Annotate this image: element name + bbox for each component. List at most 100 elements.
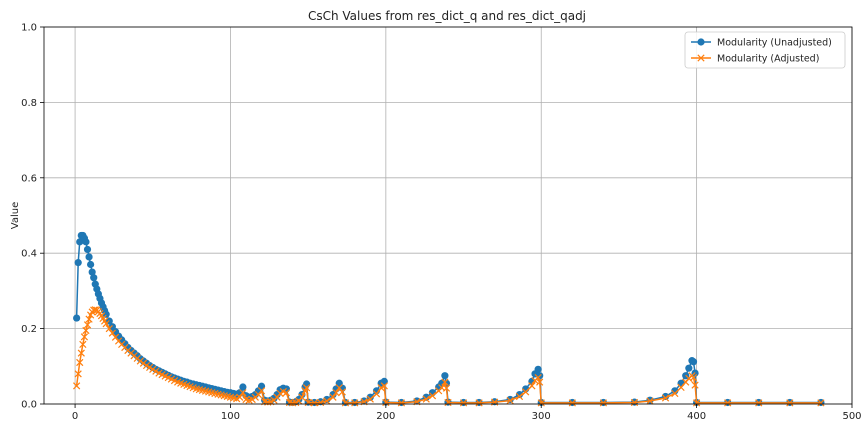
- data-point: [755, 399, 763, 407]
- data-point: [102, 320, 110, 328]
- data-point: [73, 382, 81, 390]
- data-point: [79, 340, 87, 349]
- data-point: [90, 274, 98, 282]
- x-ticks: 0 100 200 300 400 500: [72, 404, 862, 422]
- data-point: [366, 393, 374, 401]
- data-point: [459, 399, 468, 407]
- x-tick-label: 400: [687, 411, 706, 422]
- x-tick-label: 200: [376, 411, 395, 422]
- data-point: [397, 399, 406, 407]
- data-point: [428, 392, 437, 400]
- data-point: [366, 395, 374, 403]
- data-point: [341, 399, 350, 407]
- data-point: [329, 393, 337, 401]
- data-point: [599, 399, 608, 407]
- data-point: [568, 399, 576, 407]
- data-point: [442, 384, 451, 392]
- data-point: [236, 393, 244, 401]
- data-point: [685, 364, 693, 372]
- y-tick-label: 0.0: [21, 400, 37, 411]
- legend-box: [684, 31, 846, 69]
- data-point: [444, 398, 452, 407]
- data-point: [724, 399, 732, 407]
- data-point: [475, 399, 483, 407]
- data-point: [302, 384, 311, 392]
- series-layer: [73, 231, 825, 407]
- y-tick-label: 1.0: [21, 23, 37, 34]
- data-point: [534, 373, 542, 382]
- data-point: [506, 396, 514, 405]
- data-point: [239, 383, 247, 391]
- data-point: [73, 314, 81, 322]
- data-point: [85, 315, 93, 323]
- data-point: [257, 382, 266, 390]
- data-point: [257, 387, 266, 395]
- chart-title: CsCh Values from res_dict_q and res_dict…: [308, 9, 586, 23]
- data-point: [536, 378, 544, 386]
- legend-marker: [697, 54, 705, 62]
- data-point: [691, 381, 699, 389]
- y-tick-label: 0.6: [21, 173, 37, 184]
- data-point: [298, 393, 306, 401]
- data-point: [786, 399, 794, 407]
- axes-frame: [43, 26, 853, 405]
- legend-label: Modularity (Unadjusted): [717, 38, 832, 49]
- data-point: [528, 382, 536, 390]
- x-tick-label: 100: [221, 411, 240, 422]
- data-point: [85, 253, 93, 261]
- data-point: [108, 329, 116, 337]
- data-point: [689, 358, 698, 366]
- data-point: [105, 324, 113, 333]
- data-point: [537, 399, 545, 407]
- y-tick-label: 0.8: [21, 98, 37, 109]
- data-point: [338, 388, 346, 396]
- legend-label: Modularity (Adjusted): [717, 54, 819, 65]
- data-point: [522, 388, 530, 396]
- data-point: [80, 333, 89, 341]
- data-point: [83, 321, 92, 329]
- data-point: [817, 399, 825, 407]
- y-ticks: 0.0 0.2 0.4 0.6 0.8 1.0: [21, 23, 44, 411]
- data-point: [82, 238, 90, 246]
- data-point: [82, 326, 90, 335]
- data-point: [239, 389, 247, 397]
- data-point: [335, 384, 343, 392]
- data-point: [76, 358, 84, 367]
- data-point: [329, 390, 337, 399]
- data-point: [380, 377, 388, 385]
- data-point: [323, 397, 331, 405]
- data-point: [77, 349, 85, 357]
- data-point: [83, 245, 92, 254]
- data-point: [351, 399, 359, 407]
- grid: [44, 26, 853, 405]
- data-point: [90, 306, 98, 314]
- series-2: [73, 306, 825, 407]
- data-point: [74, 370, 82, 378]
- data-point: [310, 399, 318, 407]
- series-1: [73, 231, 825, 407]
- data-point: [282, 389, 291, 397]
- data-point: [304, 398, 312, 407]
- data-point: [380, 382, 388, 390]
- x-tick-label: 0: [72, 411, 78, 422]
- data-point: [646, 397, 654, 405]
- data-point: [515, 392, 524, 401]
- data-point: [422, 395, 430, 403]
- data-point: [630, 398, 639, 407]
- data-point: [316, 398, 325, 407]
- data-point: [382, 398, 390, 407]
- data-point: [372, 390, 381, 398]
- y-tick-label: 0.2: [21, 324, 37, 335]
- data-point: [74, 259, 82, 267]
- y-tick-label: 0.4: [21, 249, 37, 260]
- data-point: [87, 260, 95, 269]
- data-point: [441, 372, 449, 380]
- series-line: [75, 234, 821, 404]
- data-point: [441, 378, 449, 386]
- data-point: [671, 389, 679, 398]
- data-point: [689, 373, 698, 382]
- x-tick-label: 500: [842, 411, 861, 422]
- legend: Modularity (Unadjusted) Modularity (Adjus…: [684, 31, 846, 69]
- data-point: [515, 390, 524, 399]
